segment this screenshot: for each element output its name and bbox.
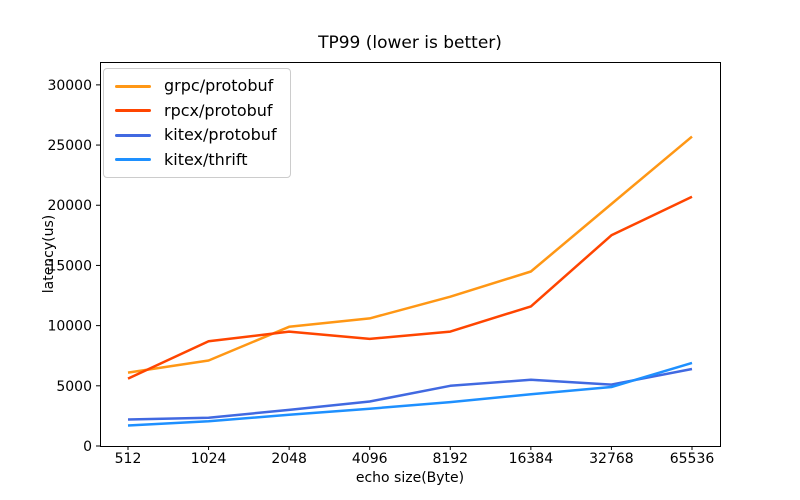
legend-label: kitex/thrift (164, 149, 248, 169)
chart-title: TP99 (lower is better) (318, 33, 502, 53)
x-tick-label: 4096 (352, 451, 388, 467)
series-line-rpcx-protobuf (127, 195, 693, 380)
x-tick-label: 32768 (589, 451, 634, 467)
y-tick-label: 5000 (56, 379, 92, 395)
x-axis-label: echo size(Byte) (355, 470, 465, 486)
series-line-grpc-protobuf (127, 135, 693, 374)
legend-item: kitex/protobuf (115, 127, 286, 143)
x-tick-label: 2048 (271, 451, 307, 467)
y-tick-label: 30000 (47, 78, 92, 94)
legend-label: grpc/protobuf (164, 76, 274, 96)
legend-label: rpcx/protobuf (164, 100, 273, 120)
legend-item: rpcx/protobuf (115, 100, 286, 120)
legend: grpc/protobuf rpcx/protobuf kitex/protobuf… (103, 68, 291, 178)
y-tick-label: 0 (83, 439, 92, 455)
y-axis-label: latency(us) (41, 214, 57, 294)
x-tick-label: 1024 (191, 451, 227, 467)
legend-line-swatch (115, 109, 151, 113)
x-tick-label: 512 (115, 451, 142, 467)
legend-line-swatch (115, 158, 151, 162)
x-tick-label: 8192 (432, 451, 468, 467)
x-tick-label: 16384 (509, 451, 554, 467)
legend-label: kitex/protobuf (164, 125, 277, 145)
y-tick-label: 20000 (47, 198, 92, 214)
series-line-kitex-protobuf (127, 367, 693, 421)
y-tick-label: 10000 (47, 319, 92, 335)
legend-line-swatch (115, 133, 151, 137)
series-line-kitex-thrift (127, 361, 693, 427)
x-tick-label: 65536 (670, 451, 715, 467)
legend-item: kitex/thrift (115, 149, 286, 169)
y-tick-label: 15000 (47, 258, 92, 274)
legend-item: grpc/protobuf (115, 78, 286, 94)
legend-line-swatch (115, 84, 151, 88)
y-tick-label: 25000 (47, 138, 92, 154)
plot-border (100, 62, 721, 447)
